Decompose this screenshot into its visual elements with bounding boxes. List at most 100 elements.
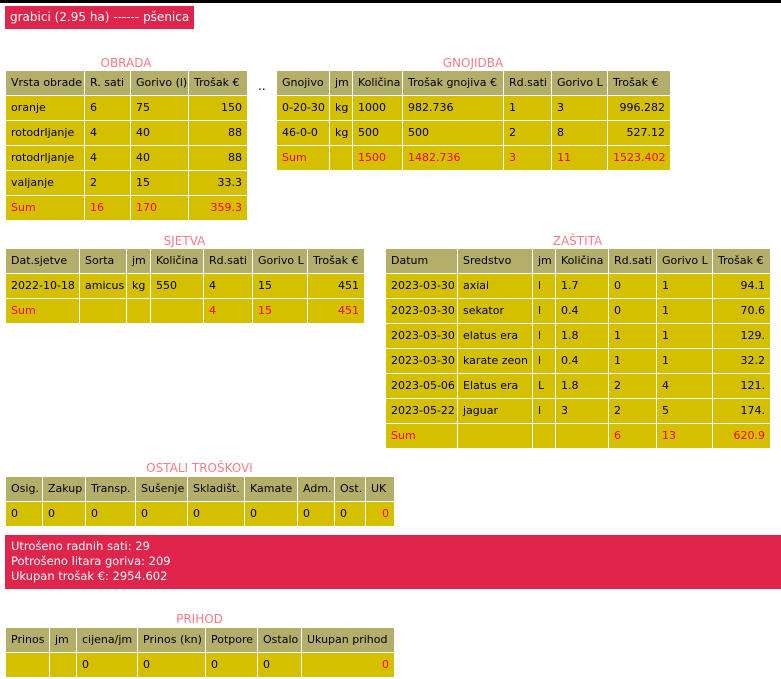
obrada-table: Vrsta obrade R. sati Gorivo (l) Trošak €…	[5, 70, 248, 221]
table-row: 46-0-0 kg 500 500 2 8 527.12	[276, 120, 671, 146]
sum-jm	[126, 298, 151, 324]
cell-osig: 0	[5, 501, 43, 527]
column-header: Ostalo	[257, 627, 302, 653]
column-header: UK	[365, 476, 395, 502]
table-row: 0 0 0 0 0 0 0 0 0	[5, 501, 395, 527]
cell-trosak-gnojiva: 982.736	[402, 95, 504, 121]
sum-label: Sum	[5, 298, 80, 324]
column-header: Gnojivo	[276, 70, 330, 96]
sum-label: Sum	[5, 195, 85, 221]
cell-trosak: 996.282	[607, 95, 671, 121]
table-row: valjanje 2 15 33.3	[5, 170, 248, 196]
sum-gorivo: 13	[656, 423, 713, 449]
cell-adm: 0	[297, 501, 335, 527]
sum-row: Sum 6 13 620.9	[385, 423, 771, 449]
cell-potpore: 0	[205, 652, 258, 678]
table-row: 2023-05-06 Elatus era L 1.8 2 4 121.	[385, 373, 771, 399]
cell-trosak: 88	[188, 145, 248, 171]
cell-gorivo: 1	[656, 323, 713, 349]
cell-sati: 6	[84, 95, 131, 121]
cell-sati: 1	[608, 348, 657, 374]
sum-trosak: 359.3	[188, 195, 248, 221]
table-row: 2022-10-18 amicus kg 550 4 15 451	[5, 273, 365, 299]
cell-kolicina: 1.8	[555, 373, 609, 399]
cell-ukupan-prihod: 0	[301, 652, 395, 678]
column-header: Trošak €	[307, 248, 365, 274]
gnojidba-caption: GNOJIDBA	[442, 56, 504, 70]
cell-transp: 0	[85, 501, 136, 527]
cell-gorivo: 15	[252, 273, 308, 299]
cell-datum: 2023-03-30	[385, 348, 458, 374]
zastita-caption: ZAŠTITA	[552, 234, 603, 248]
sum-jm	[329, 145, 353, 171]
sjetva-table: Dat.sjetve Sorta jm Količina Rd.sati Gor…	[5, 248, 365, 324]
column-header: Količina	[352, 70, 403, 96]
column-header: Trošak €	[188, 70, 248, 96]
cell-ostalo: 0	[257, 652, 302, 678]
table-row: 2023-03-30 elatus era l 1.8 1 1 129.	[385, 323, 771, 349]
sum-trosak: 451	[307, 298, 365, 324]
cell-gorivo: 4	[656, 373, 713, 399]
cell-trosak: 527.12	[607, 120, 671, 146]
summary-panel: Utrošeno radnih sati: 29 Potrošeno litar…	[5, 535, 781, 589]
cell-kolicina: 1000	[352, 95, 403, 121]
summary-fuel: Potrošeno litara goriva: 209	[11, 554, 171, 568]
cell-skladist: 0	[187, 501, 245, 527]
cell-jm: l	[532, 398, 556, 424]
cell-trosak: 94.1	[712, 273, 771, 299]
top-border	[0, 0, 781, 3]
cell-sati: 0	[608, 273, 657, 299]
zastita-table: Datum Sredstvo jm Količina Rd.sati Goriv…	[385, 248, 771, 449]
cell-kolicina: 0.4	[555, 298, 609, 324]
cell-jm: L	[532, 373, 556, 399]
column-header: cijena/jm	[76, 627, 138, 653]
column-header: Trošak €	[712, 248, 771, 274]
column-header: Gorivo L	[656, 248, 713, 274]
sum-kolicina	[555, 423, 609, 449]
cell-uk: 0	[365, 501, 395, 527]
prihod-caption: PRIHOD	[176, 612, 223, 626]
sum-row: Sum 16 170 359.3	[5, 195, 248, 221]
cell-kamate: 0	[244, 501, 298, 527]
sum-label: Sum	[276, 145, 330, 171]
cell-gorivo: 75	[130, 95, 189, 121]
sum-jm	[532, 423, 556, 449]
cell-gorivo: 8	[551, 120, 608, 146]
column-header: Transp.	[85, 476, 136, 502]
sum-sati: 4	[203, 298, 253, 324]
cell-datum: 2023-03-30	[385, 323, 458, 349]
field-title: grabici (2.95 ha) ------ pšenica	[5, 6, 195, 29]
column-header: jm	[126, 248, 151, 274]
sum-trosak: 1523.402	[607, 145, 671, 171]
column-header: Rd.sati	[503, 70, 552, 96]
sum-trosak-gnojiva: 1482.736	[402, 145, 504, 171]
cell-sati: 4	[84, 120, 131, 146]
cell-sati: 2	[503, 120, 552, 146]
cell-datum: 2023-03-30	[385, 298, 458, 324]
cell-jm: l	[532, 298, 556, 324]
column-header: Ukupan prihod	[301, 627, 395, 653]
cell-trosak: 121.	[712, 373, 771, 399]
table-row: 0-20-30 kg 1000 982.736 1 3 996.282	[276, 95, 671, 121]
column-header: Adm.	[297, 476, 335, 502]
cell-jm	[49, 652, 77, 678]
cell-gorivo: 1	[656, 298, 713, 324]
cell-sati: 4	[84, 145, 131, 171]
cell-vrsta: valjanje	[5, 170, 85, 196]
sum-row: Sum 1500 1482.736 3 11 1523.402	[276, 145, 671, 171]
cell-trosak: 32.2	[712, 348, 771, 374]
cell-sati: 2	[608, 373, 657, 399]
cell-cijena: 0	[76, 652, 138, 678]
sum-gorivo: 11	[551, 145, 608, 171]
cell-kolicina: 1.7	[555, 273, 609, 299]
sjetva-caption: SJETVA	[163, 234, 206, 248]
cell-susenje: 0	[135, 501, 188, 527]
cell-jm: l	[532, 348, 556, 374]
table-row: 2023-03-30 sekator l 0.4 0 1 70.6	[385, 298, 771, 324]
column-header: Kamate	[244, 476, 298, 502]
column-header: Skladišt.	[187, 476, 245, 502]
cell-kolicina: 500	[352, 120, 403, 146]
cell-gorivo: 1	[656, 273, 713, 299]
cell-datum: 2023-05-06	[385, 373, 458, 399]
column-header: Rd.sati	[203, 248, 253, 274]
